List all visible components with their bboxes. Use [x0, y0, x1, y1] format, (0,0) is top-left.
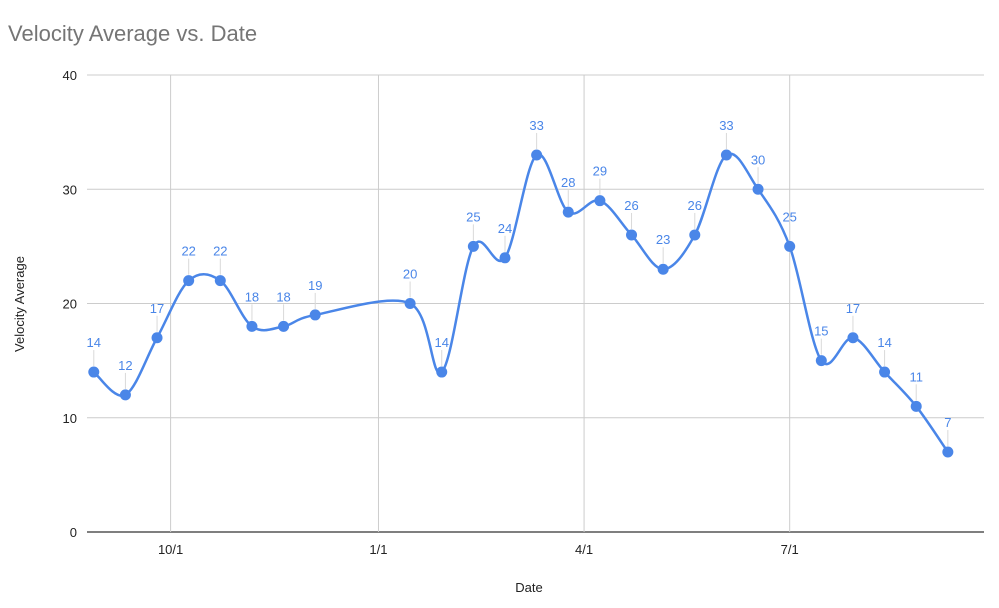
data-label: 30 — [751, 152, 765, 167]
data-label: 18 — [276, 289, 290, 304]
data-label: 24 — [498, 221, 512, 236]
data-point — [151, 332, 163, 344]
data-label: 11 — [909, 369, 923, 384]
data-label: 23 — [656, 232, 670, 247]
x-axis-title: Date — [515, 580, 542, 595]
data-label: 33 — [719, 118, 733, 133]
data-point — [499, 252, 511, 264]
data-label: 22 — [213, 244, 227, 259]
data-point — [183, 275, 195, 287]
data-labels: 14 12 17 22 22 18 18 19 20 14 25 24 33 28 29 26 23 26 33 30… — [87, 118, 952, 430]
y-tick-label: 0 — [70, 525, 77, 540]
data-point — [720, 149, 732, 161]
data-point — [942, 446, 954, 458]
data-label: 33 — [529, 118, 543, 133]
data-point — [119, 389, 131, 401]
data-points — [88, 149, 954, 458]
data-point — [594, 195, 606, 207]
label-leaders — [93, 132, 949, 447]
data-label: 26 — [688, 198, 702, 213]
data-label: 29 — [593, 164, 607, 179]
x-tick-label: 10/1 — [158, 542, 183, 557]
data-label: 28 — [561, 175, 575, 190]
y-tick-label: 30 — [63, 182, 77, 197]
data-label: 17 — [846, 301, 860, 316]
data-point — [689, 229, 701, 241]
data-label: 14 — [877, 335, 891, 350]
data-point — [531, 149, 543, 161]
axis-ticks: 0 10 20 30 40 10/1 1/1 4/1 7/1 — [63, 68, 799, 557]
x-tick-label: 1/1 — [369, 542, 387, 557]
data-point — [562, 206, 574, 218]
data-label: 15 — [814, 324, 828, 339]
data-point — [88, 366, 100, 378]
data-label: 12 — [118, 358, 132, 373]
chart-title: Velocity Average vs. Date — [8, 21, 257, 46]
data-point — [309, 309, 321, 321]
data-point — [214, 275, 226, 287]
data-point — [847, 332, 859, 344]
data-label: 17 — [150, 301, 164, 316]
data-point — [784, 240, 796, 252]
y-tick-label: 40 — [63, 68, 77, 83]
data-point — [436, 366, 448, 378]
data-label: 7 — [944, 415, 951, 430]
data-label: 25 — [466, 209, 480, 224]
data-point — [752, 183, 764, 195]
data-point — [657, 263, 669, 275]
data-point — [910, 400, 922, 412]
data-label: 26 — [624, 198, 638, 213]
data-label: 22 — [181, 244, 195, 259]
data-label: 20 — [403, 267, 417, 282]
data-label: 14 — [87, 335, 101, 350]
y-axis-title: Velocity Average — [12, 256, 27, 352]
data-label: 18 — [245, 289, 259, 304]
x-tick-label: 4/1 — [575, 542, 593, 557]
data-label: 19 — [308, 278, 322, 293]
data-point — [879, 366, 891, 378]
data-label: 14 — [434, 335, 448, 350]
y-tick-label: 10 — [63, 411, 77, 426]
data-point — [404, 298, 416, 309]
data-point — [467, 240, 479, 252]
data-point — [626, 229, 638, 241]
x-tick-label: 7/1 — [781, 542, 799, 557]
y-tick-label: 20 — [63, 297, 77, 312]
data-point — [278, 320, 290, 332]
series-line — [92, 152, 949, 453]
data-point — [246, 320, 258, 332]
data-point — [815, 355, 827, 367]
data-label: 25 — [782, 209, 796, 224]
